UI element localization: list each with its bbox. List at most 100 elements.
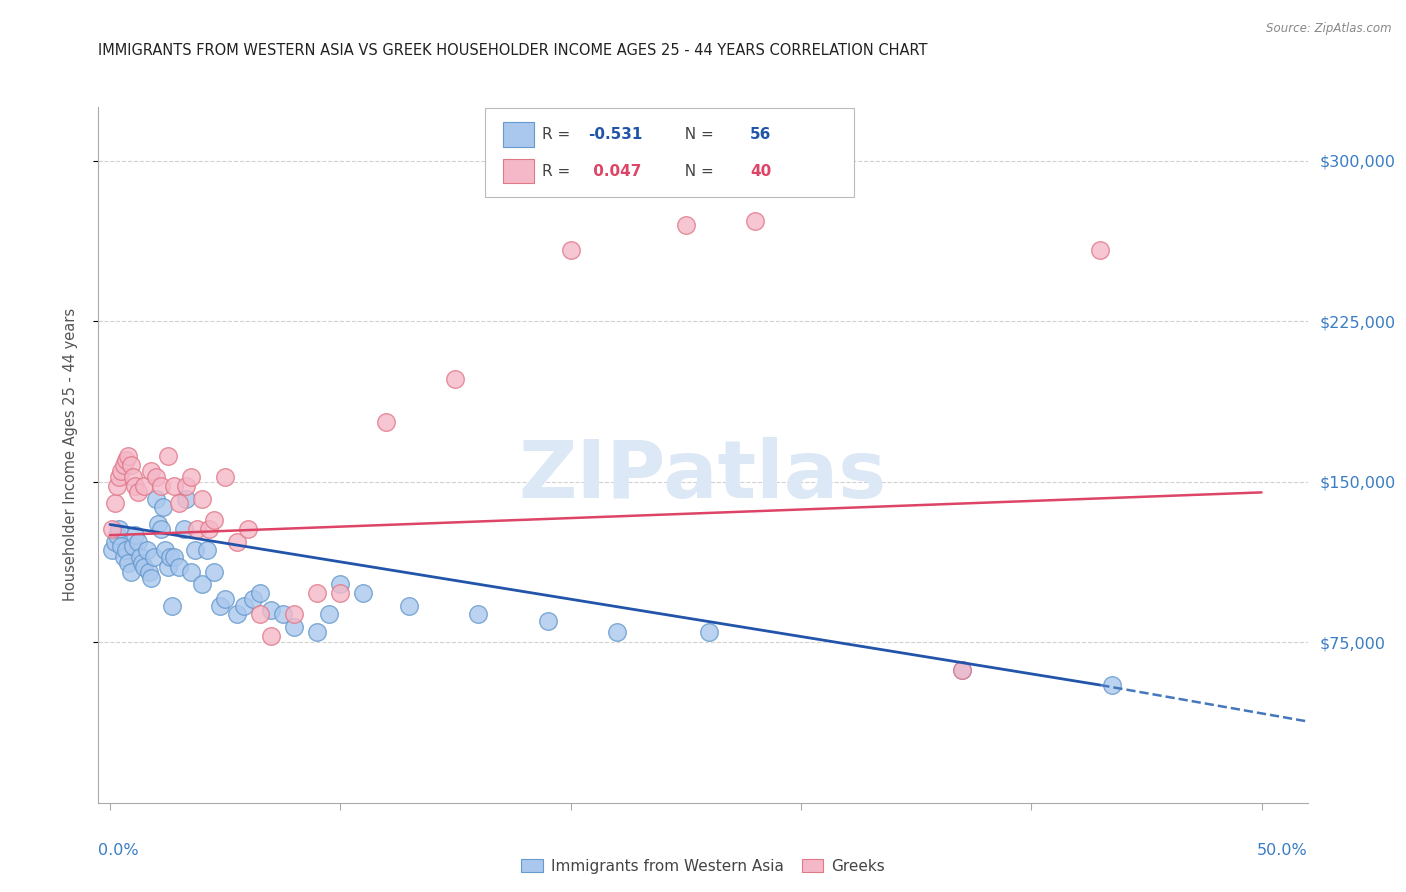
Point [101,522,124,536]
Point [127,485,149,500]
Point [174,491,197,506]
Point [186,522,208,536]
Point [122,470,145,484]
Text: Source: ZipAtlas.com: Source: ZipAtlas.com [1267,22,1392,36]
Point [167,496,190,510]
Point [148,517,170,532]
Point [375,415,398,429]
Text: N =: N = [675,163,718,178]
Point [145,470,167,484]
Point [560,244,582,258]
Point [156,560,179,574]
Point [675,218,697,232]
Point [195,543,218,558]
Point [112,549,135,564]
Text: R =: R = [543,163,575,178]
Point [149,479,172,493]
Text: 56: 56 [751,128,772,143]
Point [307,624,329,639]
Text: -0.531: -0.531 [588,128,643,143]
Point [160,599,183,613]
Point [242,592,264,607]
Point [191,491,214,506]
Point [152,500,174,515]
Text: 0.0%: 0.0% [98,843,139,858]
Point [117,556,139,570]
Point [135,543,157,558]
Point [167,560,190,574]
Point [950,663,973,677]
Text: 50.0%: 50.0% [1257,843,1308,858]
Point [249,586,271,600]
Point [141,464,163,478]
Point [318,607,340,622]
Point [120,565,142,579]
Point [115,453,138,467]
Point [260,603,283,617]
Point [1101,678,1123,692]
Point [124,479,146,493]
Point [950,663,973,677]
Point [163,549,186,564]
Point [536,614,558,628]
Point [606,624,628,639]
Text: N =: N = [675,128,718,143]
Legend: Immigrants from Western Asia, Greeks: Immigrants from Western Asia, Greeks [516,853,890,880]
Text: ZIPatlas: ZIPatlas [519,437,887,515]
Point [142,549,165,564]
Text: 0.047: 0.047 [588,163,641,178]
Point [744,213,766,227]
Point [225,534,247,549]
Point [117,449,139,463]
Point [202,513,225,527]
Point [156,449,179,463]
Point [110,539,132,553]
Point [467,607,489,622]
Point [1090,244,1112,258]
Point [159,549,181,564]
Point [122,539,145,553]
Point [149,522,172,536]
Point [108,522,131,536]
Point [128,549,150,564]
Point [352,586,374,600]
Y-axis label: Householder Income Ages 25 - 44 years: Householder Income Ages 25 - 44 years [63,309,77,601]
Point [112,458,135,472]
Point [329,577,352,591]
Text: IMMIGRANTS FROM WESTERN ASIA VS GREEK HOUSEHOLDER INCOME AGES 25 - 44 YEARS CORR: IMMIGRANTS FROM WESTERN ASIA VS GREEK HO… [98,43,928,58]
Point [124,528,146,542]
Point [105,479,128,493]
Point [444,372,467,386]
Point [174,479,197,493]
Point [173,522,195,536]
Point [134,560,156,574]
FancyBboxPatch shape [503,122,534,146]
Point [141,571,163,585]
Point [138,565,160,579]
Point [260,629,283,643]
Point [155,543,177,558]
Point [232,599,254,613]
Point [209,599,232,613]
Point [101,543,124,558]
Point [329,586,352,600]
Point [214,592,236,607]
Text: 40: 40 [751,163,772,178]
FancyBboxPatch shape [503,159,534,183]
Point [249,607,271,622]
Point [398,599,420,613]
Point [283,607,305,622]
Point [198,522,221,536]
Point [202,565,225,579]
Point [103,496,125,510]
Point [163,479,186,493]
Point [184,543,207,558]
Point [105,528,128,542]
Point [134,479,156,493]
Point [283,620,305,634]
Point [225,607,247,622]
Point [214,470,236,484]
Point [120,458,142,472]
Point [697,624,720,639]
Point [131,556,153,570]
